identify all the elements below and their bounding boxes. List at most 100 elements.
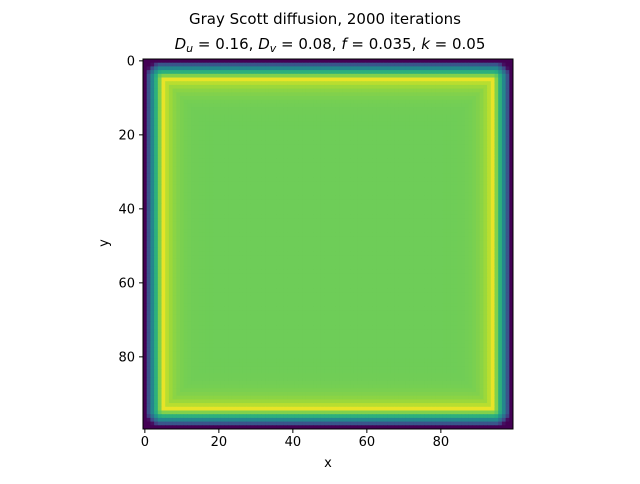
heatmap-cell xyxy=(331,218,336,223)
heatmap-cell xyxy=(468,88,473,93)
heatmap-cell xyxy=(342,199,347,204)
heatmap-cell xyxy=(265,184,270,189)
heatmap-cell xyxy=(450,229,455,234)
heatmap-cell xyxy=(464,110,469,115)
heatmap-cell xyxy=(346,114,351,119)
heatmap-cell xyxy=(187,107,192,112)
heatmap-cell xyxy=(302,62,307,67)
heatmap-cell xyxy=(287,192,292,197)
heatmap-cell xyxy=(291,59,296,64)
heatmap-cell xyxy=(180,192,185,197)
heatmap-cell xyxy=(239,210,244,215)
heatmap-cell xyxy=(464,221,469,226)
heatmap-cell xyxy=(261,114,266,119)
heatmap-cell xyxy=(146,225,151,230)
heatmap-cell xyxy=(353,96,358,101)
heatmap-cell xyxy=(476,99,481,104)
heatmap-cell xyxy=(191,133,196,138)
heatmap-cell xyxy=(490,121,495,126)
heatmap-cell xyxy=(261,203,266,208)
heatmap-cell xyxy=(217,158,222,163)
heatmap-cell xyxy=(427,151,432,156)
heatmap-cell xyxy=(154,114,159,119)
heatmap-cell xyxy=(191,184,196,189)
heatmap-cell xyxy=(287,162,292,167)
heatmap-cell xyxy=(409,192,414,197)
heatmap-cell xyxy=(402,173,407,178)
heatmap-cell xyxy=(476,77,481,82)
heatmap-cell xyxy=(424,114,429,119)
heatmap-cell xyxy=(420,121,425,126)
heatmap-cell xyxy=(235,66,240,71)
heatmap-cell xyxy=(450,66,455,71)
heatmap-cell xyxy=(198,103,203,108)
heatmap-cell xyxy=(413,207,418,212)
heatmap-cell xyxy=(376,88,381,93)
heatmap-cell xyxy=(228,229,233,234)
heatmap-cell xyxy=(220,225,225,230)
heatmap-cell xyxy=(498,140,503,145)
heatmap-cell xyxy=(268,129,273,134)
heatmap-cell xyxy=(302,73,307,78)
heatmap-cell xyxy=(450,136,455,141)
heatmap-cell xyxy=(472,118,477,123)
heatmap-cell xyxy=(442,107,447,112)
heatmap-cell xyxy=(361,195,366,200)
heatmap-cell xyxy=(154,118,159,123)
heatmap-cell xyxy=(276,214,281,219)
heatmap-cell xyxy=(276,96,281,101)
heatmap-cell xyxy=(324,203,329,208)
heatmap-cell xyxy=(368,73,373,78)
heatmap-cell xyxy=(183,236,188,241)
heatmap-cell xyxy=(268,114,273,119)
heatmap-cell xyxy=(157,73,162,78)
heatmap-cell xyxy=(202,84,207,89)
heatmap-cell xyxy=(176,136,181,141)
heatmap-cell xyxy=(198,236,203,241)
heatmap-cell xyxy=(416,207,421,212)
heatmap-cell xyxy=(154,188,159,193)
heatmap-cell xyxy=(476,225,481,230)
heatmap-cell xyxy=(305,66,310,71)
heatmap-cell xyxy=(265,188,270,193)
heatmap-cell xyxy=(402,195,407,200)
heatmap-cell xyxy=(209,195,214,200)
heatmap-cell xyxy=(368,188,373,193)
heatmap-cell xyxy=(198,125,203,130)
heatmap-cell xyxy=(376,199,381,204)
heatmap-cell xyxy=(324,66,329,71)
heatmap-cell xyxy=(235,92,240,97)
heatmap-cell xyxy=(302,195,307,200)
heatmap-cell xyxy=(468,210,473,215)
heatmap-cell xyxy=(472,103,477,108)
heatmap-cell xyxy=(353,92,358,97)
heatmap-cell xyxy=(239,144,244,149)
heatmap-cell xyxy=(294,162,299,167)
heatmap-cell xyxy=(402,232,407,237)
heatmap-cell xyxy=(202,121,207,126)
heatmap-cell xyxy=(427,99,432,104)
heatmap-cell xyxy=(479,170,484,175)
heatmap-cell xyxy=(157,103,162,108)
heatmap-cell xyxy=(476,92,481,97)
heatmap-cell xyxy=(265,155,270,160)
heatmap-cell xyxy=(242,214,247,219)
heatmap-cell xyxy=(257,129,262,134)
heatmap-cell xyxy=(427,118,432,123)
heatmap-cell xyxy=(320,121,325,126)
heatmap-cell xyxy=(416,192,421,197)
heatmap-cell xyxy=(353,133,358,138)
heatmap-cell xyxy=(350,173,355,178)
heatmap-cell xyxy=(383,173,388,178)
heatmap-cell xyxy=(154,103,159,108)
heatmap-cell xyxy=(209,229,214,234)
heatmap-cell xyxy=(209,184,214,189)
heatmap-cell xyxy=(272,192,277,197)
heatmap-cell xyxy=(239,232,244,237)
heatmap-cell xyxy=(372,70,377,75)
heatmap-cell xyxy=(464,136,469,141)
heatmap-cell xyxy=(183,240,188,245)
heatmap-cell xyxy=(505,192,510,197)
heatmap-cell xyxy=(261,181,266,186)
heatmap-cell xyxy=(287,88,292,93)
